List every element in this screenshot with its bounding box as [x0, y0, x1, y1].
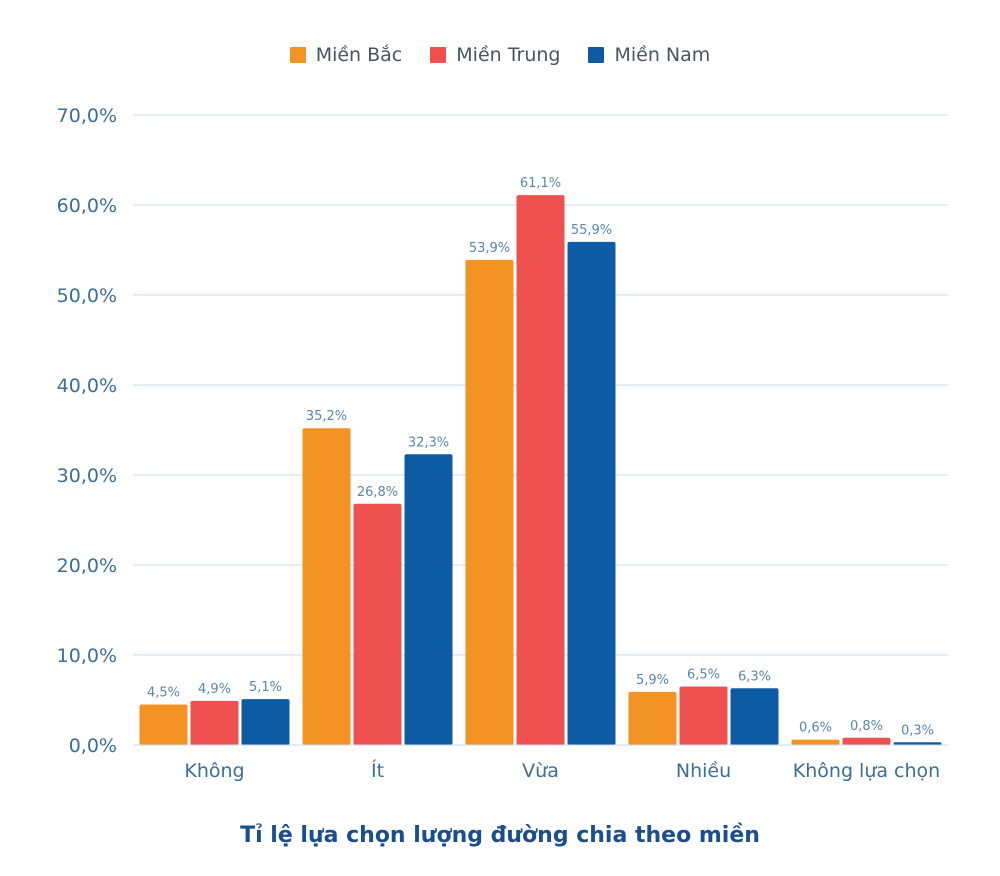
y-tick-label: 70,0%	[57, 105, 117, 127]
legend-swatch-mien-bac	[289, 47, 306, 63]
y-tick-label: 20,0%	[57, 555, 117, 577]
chart-title: Tỉ lệ lựa chọn lượng đường chia theo miề…	[240, 823, 760, 848]
data-label: 0,8%	[850, 719, 883, 734]
data-label: 32,3%	[408, 435, 449, 450]
x-tick-label: Ít	[371, 759, 384, 782]
y-tick-label: 50,0%	[57, 285, 117, 307]
bar	[404, 454, 453, 745]
bar	[567, 241, 616, 745]
x-tick-label: Không lựa chọn	[793, 760, 940, 782]
legend-swatch-mien-nam	[588, 47, 605, 63]
bar	[302, 428, 351, 745]
data-label: 55,9%	[571, 223, 612, 238]
bar	[842, 737, 891, 745]
data-label: 53,9%	[469, 241, 510, 256]
data-label: 0,6%	[799, 721, 832, 736]
data-label: 61,1%	[520, 176, 561, 191]
legend-swatch-mien-trung	[430, 47, 447, 63]
bar-chart: 0,0% 10,0% 20,0% 30,0% 40,0% 50,0% 60,0% 70,0% 4…	[57, 105, 948, 782]
x-tick-label: Vừa	[522, 760, 559, 782]
data-label: 6,3%	[738, 669, 771, 684]
data-label: 26,8%	[357, 485, 398, 500]
y-tick-label: 30,0%	[57, 465, 117, 487]
y-tick-label: 40,0%	[57, 375, 117, 397]
bar	[730, 688, 779, 745]
data-label: 6,5%	[687, 668, 720, 683]
data-label: 0,3%	[901, 723, 934, 738]
data-label: 4,9%	[198, 682, 231, 697]
bar	[353, 503, 402, 745]
data-label: 35,2%	[306, 409, 347, 424]
bar	[465, 259, 514, 745]
legend-item-mien-bac: Miền Bắc	[289, 44, 403, 66]
data-label: 5,9%	[636, 673, 669, 688]
legend-item-mien-nam: Miền Nam	[588, 44, 710, 66]
data-label: 5,1%	[249, 680, 282, 695]
legend-label-mien-bac: Miền Bắc	[315, 44, 403, 66]
y-tick-label: 60,0%	[57, 195, 117, 217]
legend: Miền Bắc Miền Trung Miền Nam	[0, 44, 1000, 66]
y-tick-label: 10,0%	[57, 645, 117, 667]
bar	[628, 691, 677, 745]
bar	[139, 704, 188, 745]
bar	[893, 742, 942, 745]
legend-label-mien-trung: Miền Trung	[456, 44, 561, 66]
data-label: 4,5%	[147, 686, 180, 701]
bar	[241, 699, 290, 745]
y-tick-label: 0,0%	[69, 735, 117, 757]
x-tick-label: Nhiều	[676, 760, 731, 782]
bar	[791, 739, 840, 745]
bar	[190, 700, 239, 745]
bar	[516, 195, 565, 746]
legend-item-mien-trung: Miền Trung	[430, 44, 560, 66]
legend-label-mien-nam: Miền Nam	[614, 44, 711, 66]
x-tick-label: Không	[184, 760, 244, 782]
bar	[679, 686, 728, 745]
